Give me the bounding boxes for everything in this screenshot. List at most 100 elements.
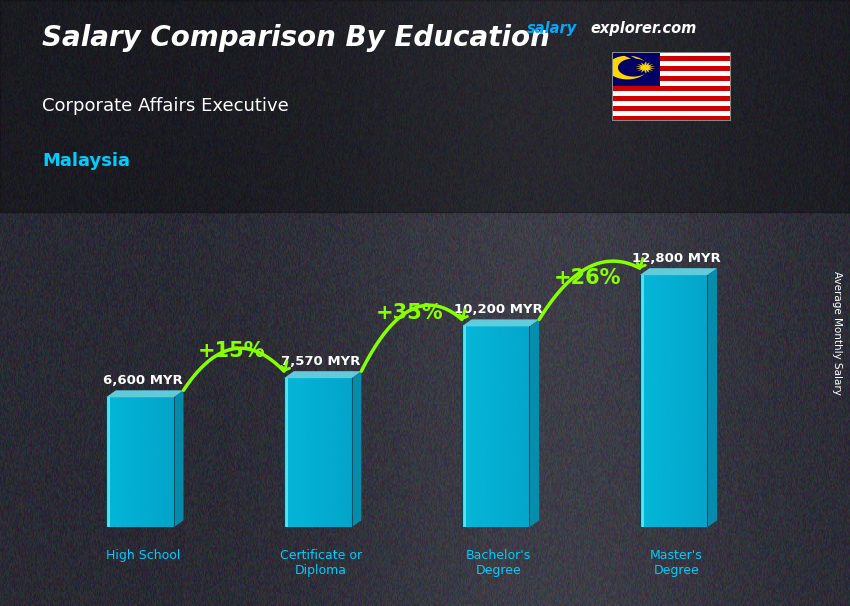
Bar — [612, 116, 731, 121]
Text: 7,570 MYR: 7,570 MYR — [281, 355, 360, 368]
Polygon shape — [120, 398, 122, 527]
Text: 6,600 MYR: 6,600 MYR — [103, 374, 183, 387]
Polygon shape — [673, 275, 675, 527]
Polygon shape — [482, 326, 484, 527]
Polygon shape — [343, 378, 345, 527]
Polygon shape — [490, 326, 492, 527]
Polygon shape — [326, 378, 328, 527]
Polygon shape — [642, 275, 643, 527]
Polygon shape — [348, 378, 350, 527]
Polygon shape — [661, 275, 663, 527]
Text: Salary Comparison By Education: Salary Comparison By Education — [42, 24, 551, 52]
Polygon shape — [643, 275, 645, 527]
Polygon shape — [484, 326, 485, 527]
Polygon shape — [123, 398, 125, 527]
Polygon shape — [340, 378, 342, 527]
Polygon shape — [158, 398, 160, 527]
Bar — [612, 81, 731, 87]
Polygon shape — [472, 326, 473, 527]
Polygon shape — [523, 326, 524, 527]
Polygon shape — [347, 378, 348, 527]
Polygon shape — [463, 326, 465, 527]
Polygon shape — [328, 378, 330, 527]
Polygon shape — [499, 326, 501, 527]
Text: Malaysia: Malaysia — [42, 152, 131, 170]
Polygon shape — [650, 275, 652, 527]
Polygon shape — [695, 275, 697, 527]
Polygon shape — [133, 398, 135, 527]
Polygon shape — [172, 398, 173, 527]
Polygon shape — [462, 326, 466, 527]
Polygon shape — [487, 326, 489, 527]
Polygon shape — [675, 275, 677, 527]
Polygon shape — [697, 275, 699, 527]
Polygon shape — [479, 326, 480, 527]
Polygon shape — [666, 275, 668, 527]
Bar — [612, 92, 731, 96]
Polygon shape — [640, 275, 642, 527]
Polygon shape — [524, 326, 526, 527]
Polygon shape — [658, 275, 660, 527]
Polygon shape — [111, 398, 113, 527]
Polygon shape — [318, 378, 320, 527]
Polygon shape — [492, 326, 494, 527]
Polygon shape — [682, 275, 683, 527]
Polygon shape — [656, 275, 658, 527]
Bar — [612, 52, 731, 56]
Polygon shape — [135, 398, 137, 527]
Polygon shape — [292, 378, 294, 527]
Polygon shape — [173, 390, 184, 527]
Polygon shape — [680, 275, 682, 527]
Polygon shape — [316, 378, 318, 527]
Bar — [612, 61, 731, 67]
Polygon shape — [296, 378, 297, 527]
Polygon shape — [489, 326, 490, 527]
Text: Bachelor's
Degree: Bachelor's Degree — [466, 549, 531, 578]
Polygon shape — [690, 275, 692, 527]
Polygon shape — [668, 275, 670, 527]
Polygon shape — [706, 275, 707, 527]
Polygon shape — [325, 378, 326, 527]
Polygon shape — [660, 275, 661, 527]
Polygon shape — [670, 275, 672, 527]
Polygon shape — [149, 398, 150, 527]
Polygon shape — [506, 326, 507, 527]
Polygon shape — [501, 326, 502, 527]
Polygon shape — [163, 398, 165, 527]
Polygon shape — [289, 378, 291, 527]
Polygon shape — [521, 326, 523, 527]
Polygon shape — [530, 319, 539, 527]
Polygon shape — [320, 378, 321, 527]
Polygon shape — [607, 56, 649, 79]
Polygon shape — [654, 275, 656, 527]
Text: Average Monthly Salary: Average Monthly Salary — [832, 271, 842, 395]
Polygon shape — [511, 326, 513, 527]
Polygon shape — [704, 275, 706, 527]
Polygon shape — [113, 398, 115, 527]
Polygon shape — [306, 378, 308, 527]
Polygon shape — [468, 326, 470, 527]
Polygon shape — [301, 378, 303, 527]
Polygon shape — [504, 326, 506, 527]
Polygon shape — [323, 378, 325, 527]
Polygon shape — [284, 378, 288, 527]
Polygon shape — [678, 275, 680, 527]
Polygon shape — [685, 275, 687, 527]
Polygon shape — [350, 378, 352, 527]
Polygon shape — [338, 378, 340, 527]
Polygon shape — [162, 398, 163, 527]
Polygon shape — [677, 275, 678, 527]
Polygon shape — [168, 398, 170, 527]
Polygon shape — [462, 326, 463, 527]
Bar — [612, 52, 660, 87]
Polygon shape — [692, 275, 694, 527]
Polygon shape — [480, 326, 482, 527]
Polygon shape — [118, 398, 120, 527]
Polygon shape — [284, 371, 361, 378]
Polygon shape — [170, 398, 172, 527]
Polygon shape — [337, 378, 338, 527]
Polygon shape — [528, 326, 530, 527]
Polygon shape — [106, 398, 110, 527]
Bar — [612, 101, 731, 106]
Bar — [612, 106, 731, 112]
